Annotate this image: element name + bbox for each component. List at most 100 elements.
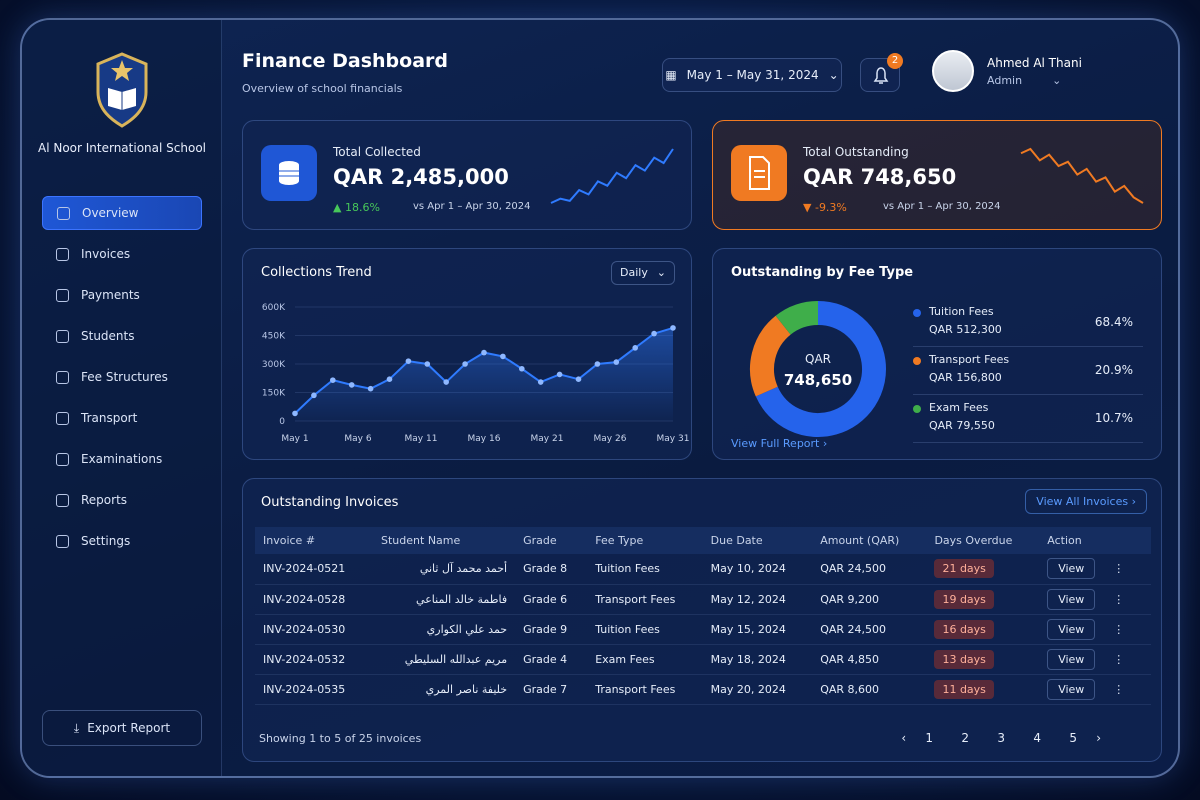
kpi-card: Total Outstanding QAR 748,650 ▼ -9.3% vs… [712,120,1162,230]
kpi-card: Total Collected QAR 2,485,000 ▲ 18.6% vs… [242,120,692,230]
table-cell: INV-2024-0535 [255,674,374,705]
nav-item[interactable]: Overview [42,196,202,230]
chevron: ⌄ [828,68,839,82]
sparkline-line [550,148,674,204]
trend-point [670,325,676,331]
chevron: ⌄ [1052,74,1062,87]
kpi-change: ▲ 18.6% [333,201,380,214]
page-number[interactable]: 2 [961,731,969,745]
invoice-table: Invoice # Student Name Grade Fee Type Due Da… [255,527,1151,705]
y-tick-label: 0 [279,417,285,427]
nav-icon [56,452,69,466]
role-text: Admin [987,74,1023,87]
trend-point [292,410,298,417]
page-number[interactable]: 3 [997,731,1005,745]
column-header: Days Overdue [926,527,1040,554]
nav-label: Overview [82,206,139,220]
report-link[interactable]: View Full Report › [731,437,828,450]
trend-area [295,327,673,421]
nav-item[interactable]: Settings [42,524,202,558]
nav-item[interactable]: Payments [42,278,202,312]
nav-label: Payments [81,288,140,302]
avatar[interactable] [932,50,974,92]
sparkline [550,148,674,204]
page-number[interactable]: 4 [1033,731,1041,745]
view-all-button[interactable]: View All Invoices › [1025,489,1147,514]
nav-item[interactable]: Students [42,319,202,353]
column-header: Due Date [702,527,813,554]
page-title: Finance Dashboard [242,50,449,72]
more-menu[interactable]: ⋮ [1113,622,1125,636]
next-page[interactable]: › [1096,731,1101,745]
nav-label: Students [81,329,135,343]
trend-point [462,361,468,367]
header-row: Invoice # Student Name Grade Fee Type Due Da… [255,527,1151,554]
view-button[interactable]: View [1047,678,1096,700]
user-name: Ahmed Al Thani [987,56,1082,70]
line-chart: 0 150K 300K 450K 600K May 1 May 6 May 11 May 16 M… [262,303,690,444]
donut-chart: QAR 748,650 [750,301,886,437]
app-frame: Al Noor International School Overview Inv… [20,18,1180,778]
table-cell: 13 days [926,644,1040,675]
nav-item[interactable]: Transport [42,401,202,435]
export-button[interactable]: ⤓ Export Report [42,710,202,746]
nav-icon [56,247,69,261]
table-cell: INV-2024-0530 [255,614,374,645]
page-number[interactable]: 1 [925,731,933,745]
view-button[interactable]: View [1047,618,1096,640]
page-number[interactable]: 5 [1069,731,1077,745]
chevron: ⌄ [656,266,666,279]
sparkline-line [1020,147,1144,204]
school-logo [96,52,148,128]
table-cell: 11 days [926,674,1040,705]
more-menu[interactable]: ⋮ [1113,592,1125,606]
trend-point [556,371,563,378]
table-cell: May 12, 2024 [702,584,813,615]
table-cell: Transport Fees [587,584,703,615]
x-tick-label: May 26 [594,434,627,444]
nav-icon [57,206,70,220]
table-title: Outstanding Invoices [261,495,399,510]
more-menu[interactable]: ⋮ [1113,562,1125,576]
kpi-comparison: vs Apr 1 – Apr 30, 2024 [883,201,1001,212]
date-picker[interactable]: ▦ May 1 – May 31, 2024 ⌄ [662,58,842,92]
table-footer: Showing 1 to 5 of 25 invoices [259,732,422,745]
nav-item[interactable]: Reports [42,483,202,517]
table-row: INV-2024-0535 خليفة ناصر المري Grade 7 Tran… [255,674,1151,705]
legend-dot [913,357,921,365]
kpi-value: QAR 748,650 [803,165,957,189]
kpi-label: Total Outstanding [803,145,909,159]
view-button[interactable]: View [1047,558,1096,580]
legend-percent: 68.4% [1094,315,1133,329]
table-cell: Grade 7 [515,674,588,705]
nav-icon [56,493,69,507]
chart-title: Outstanding by Fee Type [731,265,914,280]
table-cell: QAR 4,850 [812,644,927,675]
donut-center-value: 748,650 [784,371,852,389]
x-tick-label: May 21 [531,434,564,444]
kpi-label: Total Collected [333,145,421,159]
user-role: Admin ⌄ [987,74,1061,87]
notifications[interactable]: 2 [860,53,903,92]
table-row: INV-2024-0521 أحمد محمد آل ثاني Grade 8 Tui… [255,554,1151,585]
table-cell: حمد علي الكواري [373,614,516,645]
table-cell: INV-2024-0521 [255,554,374,585]
column-header: Grade [515,527,588,554]
kpi-change: ▼ -9.3% [803,201,847,214]
nav-item[interactable]: Examinations [42,442,202,476]
table-cell: Transport Fees [587,674,703,705]
period-select[interactable]: Daily ⌄ [611,261,675,285]
page-subtitle: Overview of school financials [242,82,403,95]
prev-page[interactable]: ‹ [901,731,907,745]
notification-count: 2 [887,53,903,69]
export-icon: ⤓ [73,720,80,735]
nav-label: Examinations [81,452,163,466]
overdue-pill: 16 days [934,619,994,639]
more-menu[interactable]: ⋮ [1113,682,1125,696]
nav-item[interactable]: Invoices [42,237,202,271]
view-button[interactable]: View [1047,648,1096,670]
nav-item[interactable]: Fee Structures [42,360,202,394]
view-button[interactable]: View [1047,588,1096,610]
more-menu[interactable]: ⋮ [1113,652,1125,666]
link-text: View Full Report [731,437,820,450]
